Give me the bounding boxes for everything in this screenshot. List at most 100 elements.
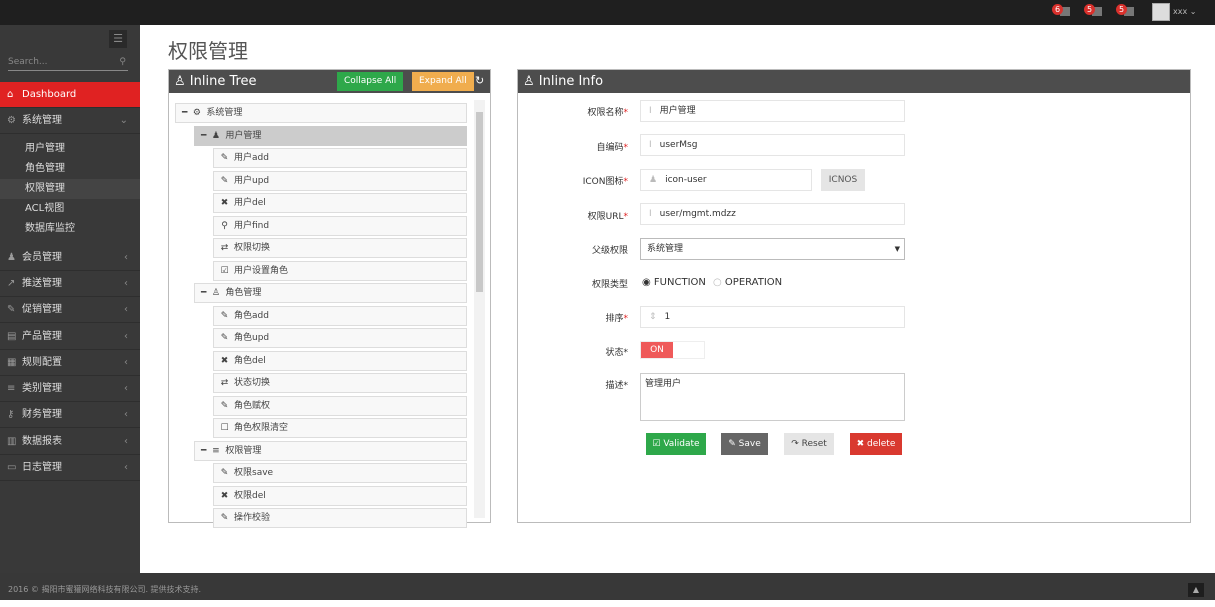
info-panel-header: ♙ Inline Info <box>518 70 1190 93</box>
tree-node[interactable]: ✎ 用户add <box>213 148 467 168</box>
sidebar-subitem[interactable]: ACL视图 <box>25 202 65 214</box>
tree-node[interactable]: ━ ♟ 用户管理 <box>194 125 467 146</box>
user-menu[interactable]: xxx ⌄ <box>1173 7 1196 16</box>
sidebar-item[interactable]: ▦ 规则配置 ‹ <box>0 350 140 376</box>
sidebar-item[interactable]: ▥ 数据报表 ‹ <box>0 429 140 455</box>
minus-icon[interactable]: ━ <box>201 130 207 141</box>
tree-node[interactable]: ✎ 用户upd <box>213 170 467 191</box>
delete-button[interactable]: ✖ delete <box>850 433 902 455</box>
tree-node[interactable]: ✖ 权限del <box>213 485 467 506</box>
scrollbar-thumb[interactable] <box>476 112 483 292</box>
sidebar-item[interactable]: ▭ 日志管理 ‹ <box>0 455 140 481</box>
collapse-all-button[interactable]: Collapse All <box>337 72 404 91</box>
tree-node[interactable]: ☑ 用户设置角色 <box>213 260 467 281</box>
sidebar-item[interactable]: ⌂ Dashboard <box>0 82 140 108</box>
chevron-left-icon: ‹ <box>124 409 128 421</box>
icon-input[interactable]: ♟ icon-user <box>640 169 812 191</box>
name-label: 权限名称* <box>587 108 628 118</box>
chevron-down-icon: ⌄ <box>1189 7 1197 16</box>
order-stepper[interactable]: ⇕ 1 <box>640 306 905 328</box>
sidebar-subitem[interactable]: 用户管理 <box>25 142 65 154</box>
tree-node[interactable]: ✖ 用户del <box>213 193 467 213</box>
sidebar-item[interactable]: ✎ 促销管理 ‹ <box>0 297 140 324</box>
tree-node[interactable]: ━ ⚙ 系统管理 <box>175 103 467 123</box>
radio-checked-icon: ◉ <box>642 277 651 288</box>
user-icon: ♟ <box>211 130 220 141</box>
tree-node-label: 用户find <box>234 220 270 231</box>
notification-inbox[interactable]: 5 <box>1084 4 1104 18</box>
sidebar-item-label: 财务管理 <box>22 409 62 421</box>
icons-button[interactable]: ICNOS <box>821 169 865 191</box>
notification-bell[interactable]: 6 <box>1052 4 1072 18</box>
home-icon: ⌂ <box>7 89 14 100</box>
minus-icon[interactable]: ━ <box>201 445 207 456</box>
desc-textarea[interactable]: 管理用户 <box>640 373 905 421</box>
list-icon: ≡ <box>7 383 16 395</box>
edit-icon: ✎ <box>220 333 229 343</box>
sidebar-item[interactable]: ▤ 产品管理 ‹ <box>0 324 140 350</box>
scroll-top-button[interactable]: ▲ <box>1188 583 1204 597</box>
bar-chart-icon: ▥ <box>7 435 17 447</box>
tree-node[interactable]: ✖ 角色del <box>213 350 467 371</box>
sidebar-subitem[interactable]: 权限管理 <box>0 178 140 199</box>
list-icon: ≡ <box>212 445 220 456</box>
save-button[interactable]: ✎ Save <box>721 433 768 455</box>
scrollbar[interactable] <box>474 100 485 518</box>
type-label: 权限类型 <box>591 280 628 290</box>
text-cursor-icon: I <box>649 140 652 150</box>
tree-node[interactable]: ☐ 角色权限清空 <box>213 418 467 438</box>
user-icon: ♟ <box>7 251 16 263</box>
tree-node[interactable]: ✎ 角色add <box>213 305 467 326</box>
tree-node[interactable]: ⚲ 用户find <box>213 215 467 236</box>
sidebar-item[interactable]: ⚙ 系统管理 ⌄ <box>0 108 140 135</box>
sidebar-item-label: 规则配置 <box>22 356 62 368</box>
reset-button[interactable]: ↷ Reset <box>784 433 834 455</box>
sidebar-subitem[interactable]: 数据库监控 <box>25 222 75 234</box>
tree-node-label: 权限切换 <box>234 243 271 253</box>
sidebar-item[interactable]: ⚷ 财务管理 ‹ <box>0 402 140 429</box>
share-icon: ↗ <box>7 277 16 289</box>
validate-button[interactable]: ☑ Validate <box>646 433 706 455</box>
tree-node[interactable]: ✎ 角色赋权 <box>213 395 467 416</box>
name-input[interactable]: I 用户管理 <box>640 100 905 122</box>
parent-select[interactable]: 系统管理 ▼ <box>640 238 905 260</box>
notification-tasks[interactable]: 5 <box>1116 4 1136 18</box>
type-radio-operation[interactable]: ○ OPERATION <box>713 277 783 288</box>
tree-node[interactable]: ⇄ 权限切换 <box>213 238 467 258</box>
tree-node[interactable]: ━ ♙ 角色管理 <box>194 283 467 303</box>
times-icon: ✖ <box>220 490 229 501</box>
tree-node[interactable]: ✎ 角色upd <box>213 328 467 348</box>
sidebar: ☰ Search... ⚲ ⌂ Dashboard ⚙ 系统管理 ⌄ 用户管理角色管理权限管… <box>0 25 140 573</box>
tree-node-label: 角色upd <box>234 333 270 343</box>
search-input[interactable]: Search... ⚲ <box>8 57 128 71</box>
avatar[interactable] <box>1152 3 1170 21</box>
tree-node[interactable]: ⇄ 状态切换 <box>213 373 467 393</box>
sidebar-item[interactable]: ♟ 会员管理 ‹ <box>0 245 140 271</box>
sidebar-item-label: 数据报表 <box>22 435 62 447</box>
key-icon: ⚷ <box>7 409 15 421</box>
menu-toggle-icon[interactable]: ☰ <box>109 30 127 48</box>
sidebar-item-label: 系统管理 <box>22 115 62 127</box>
minus-icon[interactable]: ━ <box>201 288 207 298</box>
minus-icon[interactable]: ━ <box>182 108 188 118</box>
refresh-icon[interactable]: ↻ <box>475 74 485 87</box>
tree-node[interactable]: ✎ 操作校验 <box>213 508 467 528</box>
type-radio-function[interactable]: ◉ FUNCTION <box>642 277 706 288</box>
status-toggle[interactable]: ON <box>640 341 705 359</box>
times-icon: ✖ <box>220 355 229 366</box>
tree-node[interactable]: ✎ 权限save <box>213 463 467 483</box>
caret-down-icon: ▼ <box>894 245 900 253</box>
badge: 5 <box>1116 4 1127 15</box>
tree-node-label: 权限del <box>234 490 266 501</box>
sidebar-item[interactable]: ↗ 推送管理 ‹ <box>0 271 140 297</box>
cogs-icon: ⚙ <box>192 108 201 118</box>
expand-all-button[interactable]: Expand All <box>412 72 474 91</box>
tree-node[interactable]: ━ ≡ 权限管理 <box>194 440 467 461</box>
check-square-icon: ☑ <box>652 439 664 449</box>
sidebar-item[interactable]: ≡ 类别管理 ‹ <box>0 376 140 403</box>
tree-node-label: 角色add <box>234 310 269 321</box>
sidebar-subitem[interactable]: 角色管理 <box>25 162 65 174</box>
tree-panel-header: ♙ Inline Tree <box>169 70 490 93</box>
